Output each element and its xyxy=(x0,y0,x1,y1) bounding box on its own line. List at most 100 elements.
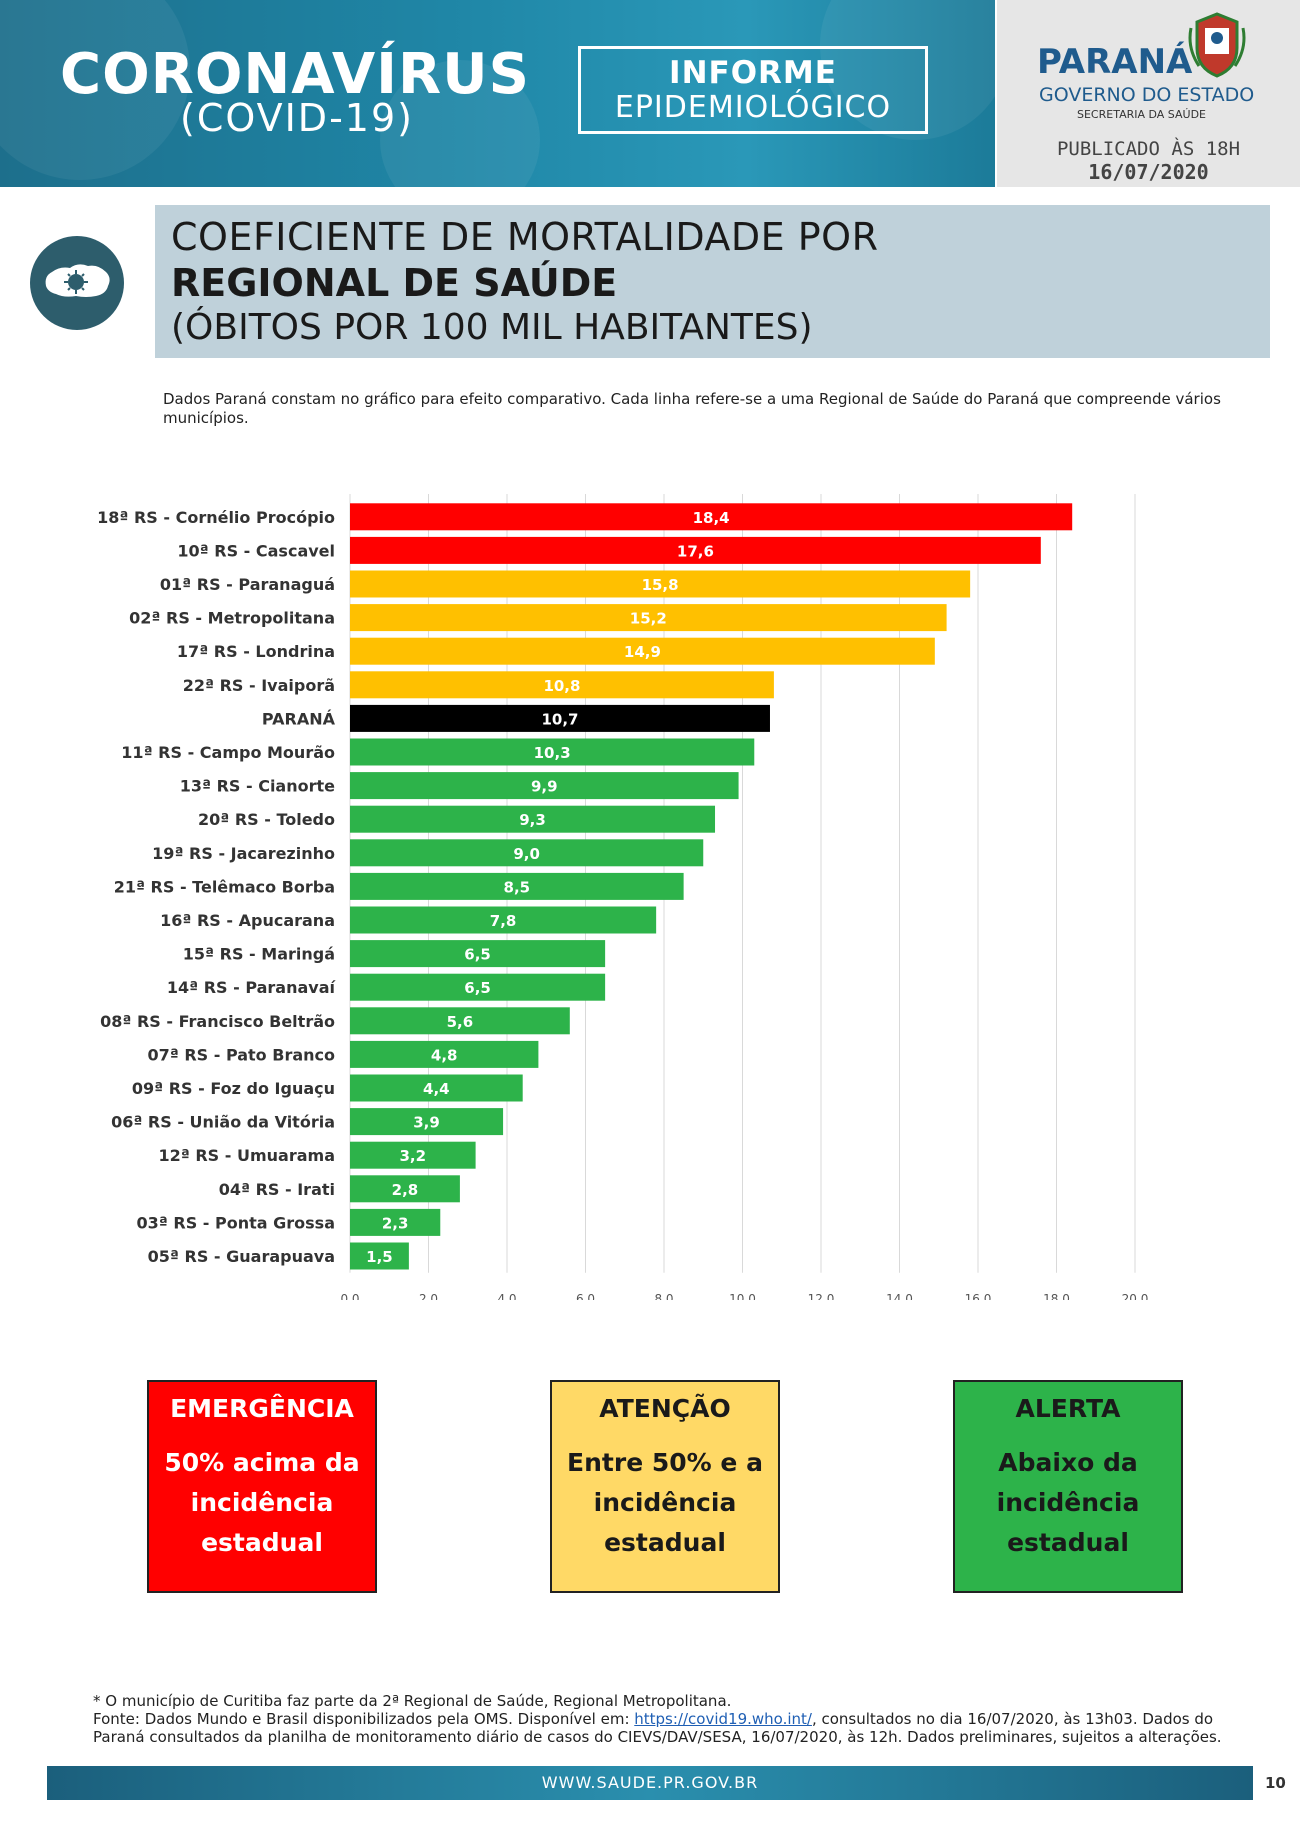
footnote: * O município de Curitiba faz parte da 2… xyxy=(93,1692,1243,1746)
footnote-source: Fonte: Dados Mundo e Brasil disponibiliz… xyxy=(93,1710,1243,1746)
chart-title-box: COEFICIENTE DE MORTALIDADE POR REGIONAL … xyxy=(155,205,1270,358)
mortality-bar-chart: 18,4 17,6 15,8 15,2 14,9 10,8 10,7 10,3 9,9 9,3 9,… xyxy=(97,494,1148,1300)
bar xyxy=(350,604,947,632)
category-label: 04ª RS - Irati xyxy=(219,1180,335,1199)
footer-website[interactable]: WWW.SAUDE.PR.GOV.BR xyxy=(541,1773,759,1792)
value-label: 17,6 xyxy=(677,542,714,560)
bar xyxy=(350,805,716,833)
published-label: PUBLICADO ÀS 18H xyxy=(1056,138,1241,160)
category-label: 21ª RS - Telêmaco Borba xyxy=(114,877,335,896)
brand-title: CORONAVÍRUS xyxy=(60,42,530,107)
value-label: 9,3 xyxy=(519,811,546,829)
category-label: 16ª RS - Apucarana xyxy=(160,911,335,930)
category-label: 03ª RS - Ponta Grossa xyxy=(137,1213,335,1232)
brand-subtitle: (COVID-19) xyxy=(180,96,414,140)
bar xyxy=(350,906,657,934)
value-label: 3,9 xyxy=(413,1114,440,1132)
bar xyxy=(350,503,1073,531)
parana-map-icon xyxy=(30,236,124,330)
bar xyxy=(350,772,739,800)
bar xyxy=(350,1242,409,1270)
value-label: 7,8 xyxy=(490,912,517,930)
legend-attention: ATENÇÃO Entre 50% e a incidência estadua… xyxy=(550,1380,780,1593)
published-date: 16/07/2020 xyxy=(1088,160,1209,184)
value-label: 4,8 xyxy=(431,1046,458,1064)
footnote-line1: * O município de Curitiba faz parte da 2… xyxy=(93,1692,732,1710)
category-labels: 18ª RS - Cornélio Procópio 10ª RS - Casca… xyxy=(97,508,336,1266)
x-tick-label: 14,0 xyxy=(886,1292,913,1300)
category-label: 20ª RS - Toledo xyxy=(198,810,335,829)
category-label: 18ª RS - Cornélio Procópio xyxy=(97,508,335,527)
bar xyxy=(350,704,770,732)
legend-emergency-text: 50% acima da incidência estadual xyxy=(164,1448,360,1557)
government-department: SECRETARIA DA SAÚDE xyxy=(1077,108,1206,121)
virus-decoration xyxy=(380,60,540,187)
x-tick-label: 10,0 xyxy=(729,1292,756,1300)
bar xyxy=(350,940,606,968)
title-line1: COEFICIENTE DE MORTALIDADE POR xyxy=(171,215,879,259)
value-label: 10,8 xyxy=(543,677,580,695)
bar xyxy=(350,1141,476,1169)
category-label: 13ª RS - Cianorte xyxy=(180,777,335,796)
x-tick-label: 12,0 xyxy=(808,1292,835,1300)
bar xyxy=(350,872,684,900)
coat-of-arms-icon xyxy=(1188,12,1246,78)
category-label: 15ª RS - Maringá xyxy=(183,945,335,964)
chart-note: Dados Paraná constam no gráfico para efe… xyxy=(163,390,1221,427)
value-label: 10,7 xyxy=(541,710,578,728)
bars: 18,4 17,6 15,8 15,2 14,9 10,8 10,7 10,3 9,9 9,3 9,… xyxy=(350,503,1073,1270)
x-tick-label: 4,0 xyxy=(497,1292,516,1300)
title-line3: (ÓBITOS POR 100 MIL HABITANTES) xyxy=(171,307,813,348)
legend-alert-text: Abaixo da incidência estadual xyxy=(996,1448,1140,1557)
informe-line2: EPIDEMIOLÓGICO xyxy=(614,90,892,125)
bar xyxy=(350,1040,539,1068)
value-label: 9,0 xyxy=(513,845,540,863)
informe-line1: INFORME xyxy=(669,55,837,91)
x-tick-label: 2,0 xyxy=(419,1292,438,1300)
value-label: 3,2 xyxy=(400,1147,427,1165)
informe-badge: INFORME EPIDEMIOLÓGICO xyxy=(578,46,928,134)
bar xyxy=(350,1007,570,1035)
legend-emergency: EMERGÊNCIA 50% acima da incidência estad… xyxy=(147,1380,377,1593)
bar xyxy=(350,536,1041,564)
government-name: PARANÁ xyxy=(1037,42,1193,82)
x-tick-label: 16,0 xyxy=(965,1292,992,1300)
value-label: 10,3 xyxy=(534,744,571,762)
value-label: 6,5 xyxy=(464,946,491,964)
government-subtitle: GOVERNO DO ESTADO xyxy=(1039,84,1255,106)
header-banner: CORONAVÍRUS (COVID-19) INFORME EPIDEMIOL… xyxy=(0,0,995,187)
bar xyxy=(350,570,971,598)
header: CORONAVÍRUS (COVID-19) INFORME EPIDEMIOL… xyxy=(0,0,1300,187)
bar xyxy=(350,839,704,867)
category-label: 07ª RS - Pato Branco xyxy=(147,1045,335,1064)
category-label: 06ª RS - União da Vitória xyxy=(111,1113,335,1132)
value-label: 6,5 xyxy=(464,979,491,997)
government-panel: PARANÁ GOVERNO DO ESTADO SECRETARIA DA S… xyxy=(997,0,1300,187)
title-line2: REGIONAL DE SAÚDE xyxy=(171,261,618,305)
legend-alert-title: ALERTA xyxy=(1015,1394,1121,1423)
footer-bar: WWW.SAUDE.PR.GOV.BR xyxy=(47,1766,1253,1800)
bar xyxy=(350,671,774,699)
x-axis-ticks: 0,0 2,0 4,0 6,0 8,0 10,0 12,0 14,0 16,0 18,0 20,0 xyxy=(340,1292,1148,1300)
category-label: 19ª RS - Jacarezinho xyxy=(152,844,335,863)
bar xyxy=(350,637,935,665)
bar xyxy=(350,1208,441,1236)
category-label: 08ª RS - Francisco Beltrão xyxy=(100,1012,335,1031)
page-number: 10 xyxy=(1265,1774,1286,1792)
bar xyxy=(350,738,755,766)
x-tick-label: 6,0 xyxy=(576,1292,595,1300)
bar xyxy=(350,1175,460,1203)
category-label: PARANÁ xyxy=(262,709,336,728)
x-tick-label: 8,0 xyxy=(654,1292,673,1300)
legend-attention-title: ATENÇÃO xyxy=(599,1394,731,1423)
bar xyxy=(350,1108,504,1136)
category-label: 09ª RS - Foz do Iguaçu xyxy=(132,1079,335,1098)
category-label: 22ª RS - Ivaiporã xyxy=(183,676,335,695)
value-label: 18,4 xyxy=(693,509,730,527)
value-label: 14,9 xyxy=(624,643,661,661)
value-label: 1,5 xyxy=(366,1248,393,1266)
footnote-source-text: Fonte: Dados Mundo e Brasil disponibiliz… xyxy=(93,1710,635,1728)
who-source-link[interactable]: https://covid19.who.int/ xyxy=(634,1710,812,1728)
value-label: 5,6 xyxy=(447,1013,474,1031)
category-label: 17ª RS - Londrina xyxy=(177,642,335,661)
